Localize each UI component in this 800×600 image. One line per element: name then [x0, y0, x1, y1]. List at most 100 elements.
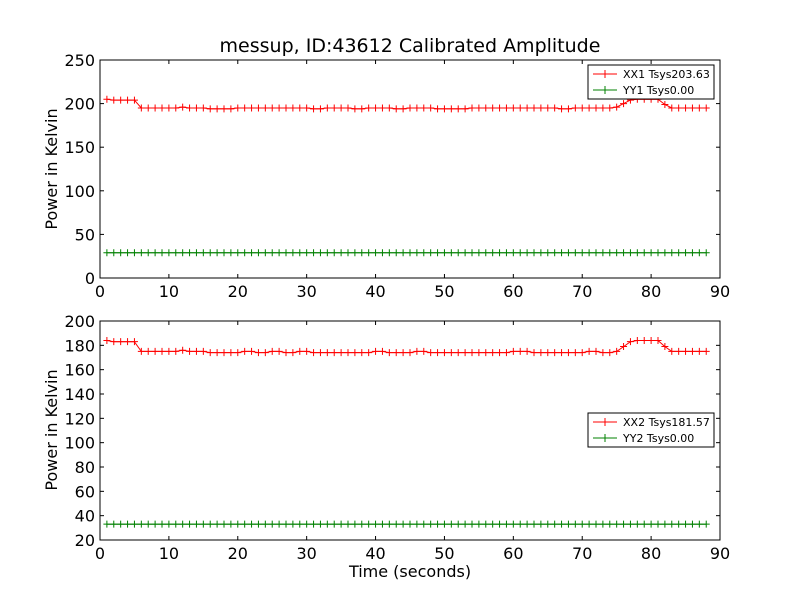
bottom-x-tick-label: 40 [365, 544, 385, 563]
top-series-1-point [220, 249, 228, 257]
top-series-1-point [420, 249, 428, 257]
bottom-series-0-point [268, 347, 276, 355]
top-series-1-point [351, 249, 359, 257]
bottom-series-1-point [406, 520, 414, 528]
bottom-series-1-point [413, 520, 421, 528]
bottom-y-axis-label: Power in Kelvin [42, 369, 61, 490]
top-series-0-point [358, 105, 366, 113]
bottom-series-0-point [564, 349, 572, 357]
bottom-series-1-point [179, 520, 187, 528]
bottom-series-0-point [496, 349, 504, 357]
top-series-1-point [365, 249, 373, 257]
top-series-1-point [516, 249, 524, 257]
bottom-series-0-point [675, 347, 683, 355]
bottom-y-tick-label: 40 [75, 507, 95, 526]
top-series-0-point [220, 105, 228, 113]
bottom-series-0-point [434, 349, 442, 357]
top-series-0-point [275, 104, 283, 112]
bottom-x-tick-label: 80 [641, 544, 661, 563]
bottom-series-1-point [516, 520, 524, 528]
bottom-series-0-point [626, 338, 634, 346]
top-series-1-point [606, 249, 614, 257]
top-series-1-point [489, 249, 497, 257]
top-y-tick-label: 50 [75, 225, 95, 244]
bottom-series-0-point [392, 349, 400, 357]
top-series-1-point [199, 249, 207, 257]
bottom-series-1-point [289, 520, 297, 528]
bottom-y-tick-label: 100 [64, 434, 95, 453]
bottom-series-1-point [372, 520, 380, 528]
top-y-tick-label: 200 [64, 95, 95, 114]
top-series-0-point [137, 104, 145, 112]
top-legend-label-xx1: XX1 Tsys203.63 [623, 68, 710, 81]
bottom-series-0-point [647, 336, 655, 344]
top-series-0-point [461, 105, 469, 113]
bottom-series-0-point [633, 336, 641, 344]
top-series-0-point [682, 104, 690, 112]
bottom-series-0-point [310, 349, 318, 357]
bottom-series-0-point [544, 349, 552, 357]
top-y-tick-label: 250 [64, 51, 95, 70]
bottom-series-1-point [585, 520, 593, 528]
top-series-0-point [585, 104, 593, 112]
bottom-series-1-point [282, 520, 290, 528]
bottom-series-0-point [165, 347, 173, 355]
top-series-0-point [372, 104, 380, 112]
bottom-series-1-point [544, 520, 552, 528]
top-series-1-point [378, 249, 386, 257]
top-series-1-point [668, 249, 676, 257]
top-series-0-point [248, 104, 256, 112]
bottom-series-0-point [599, 349, 607, 357]
top-series-1-point [647, 249, 655, 257]
bottom-series-0-point [454, 349, 462, 357]
top-series-0-point [124, 96, 132, 104]
bottom-x-tick-label: 50 [434, 544, 454, 563]
top-series-0-point [289, 104, 297, 112]
top-series-1-point [186, 249, 194, 257]
bottom-series-0-point [427, 349, 435, 357]
top-series-0-point [179, 103, 187, 111]
top-x-tick-label: 40 [365, 282, 385, 301]
bottom-series-0-point [406, 349, 414, 357]
top-series-0-point [489, 104, 497, 112]
bottom-series-1-point [475, 520, 483, 528]
top-subplot: messup, ID:43612 Calibrated Amplitude 0 1… [42, 35, 730, 301]
bottom-x-tick-label: 70 [572, 544, 592, 563]
bottom-series-0-point [413, 347, 421, 355]
bottom-series-1-point [323, 520, 331, 528]
top-x-tick-label: 20 [228, 282, 248, 301]
top-series-1-point [296, 249, 304, 257]
top-x-tick-label: 0 [95, 282, 105, 301]
top-series-1-point [468, 249, 476, 257]
top-series-0-point [482, 104, 490, 112]
top-series-0-point [186, 104, 194, 112]
bottom-legend-label-yy2: YY2 Tsys0.00 [622, 432, 694, 445]
top-series-1-point [385, 249, 393, 257]
top-series-0-point [599, 104, 607, 112]
bottom-ticks-layer: 0 10 20 30 40 50 60 70 80 90 20 40 60 80 100 120 140 160 1… [64, 312, 730, 563]
bottom-series-layer [103, 336, 710, 528]
bottom-series-0-point [530, 349, 538, 357]
top-series-0-point [509, 104, 517, 112]
top-series-1-point [427, 249, 435, 257]
top-series-1-point [144, 249, 152, 257]
top-series-1-point [130, 249, 138, 257]
top-series-0-point [606, 104, 614, 112]
bottom-series-0-point [158, 347, 166, 355]
top-series-0-point [564, 105, 572, 113]
top-series-0-point [206, 105, 214, 113]
bottom-series-1-point [661, 520, 669, 528]
top-series-0-point [544, 104, 552, 112]
top-series-1-point [234, 249, 242, 257]
bottom-series-1-point [137, 520, 145, 528]
bottom-series-0-point [358, 349, 366, 357]
bottom-series-1-point [248, 520, 256, 528]
top-series-0-point [310, 105, 318, 113]
top-series-0-point [199, 104, 207, 112]
bottom-series-1-point [447, 520, 455, 528]
bottom-series-1-point [144, 520, 152, 528]
top-series-1-point [110, 249, 118, 257]
top-series-layer [103, 95, 710, 257]
top-series-1-point [117, 249, 125, 257]
